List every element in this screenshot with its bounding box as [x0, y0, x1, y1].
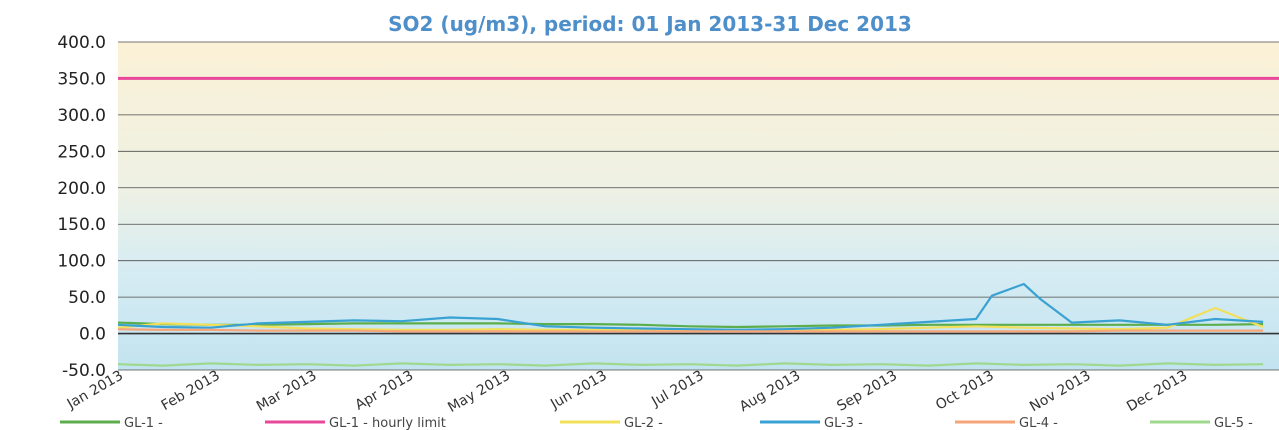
- x-tick-label: May 2013: [445, 368, 513, 416]
- y-tick-label: 50.0: [68, 288, 106, 308]
- y-tick-label: 400.0: [57, 33, 106, 53]
- y-tick-label: 350.0: [57, 69, 106, 89]
- x-tick-label: Jun 2013: [547, 368, 610, 413]
- legend: GL-1 - GL-1 - hourly limit GL-2 - GL-3 - GL-…: [60, 416, 1253, 430]
- legend-label: GL-1 -: [124, 416, 163, 430]
- x-axis-ticks: Jan 2013 Feb 2013 Mar 2013 Apr 2013 May 2013…: [64, 368, 1191, 416]
- legend-label: GL-4 -: [1019, 416, 1058, 430]
- series-line: [117, 362, 1264, 367]
- x-tick-label: Jul 2013: [648, 368, 706, 411]
- legend-label: GL-2 -: [624, 416, 663, 430]
- chart-title: SO2 (ug/m3), period: 01 Jan 2013-31 Dec …: [388, 12, 912, 36]
- series-line: [117, 321, 1264, 329]
- y-tick-label: 250.0: [57, 142, 106, 162]
- y-tick-label: 300.0: [57, 106, 106, 126]
- x-tick-label: Nov 2013: [1027, 368, 1093, 416]
- x-tick-label: Sep 2013: [834, 368, 900, 415]
- y-tick-label: 0.0: [79, 325, 106, 345]
- series-lines: [117, 76, 1279, 367]
- x-tick-label: Mar 2013: [254, 368, 320, 415]
- y-tick-label: 100.0: [57, 252, 106, 272]
- series-line: [117, 328, 1264, 333]
- legend-label: GL-3 -: [824, 416, 863, 430]
- x-tick-label: Feb 2013: [159, 368, 223, 414]
- plot-area: [118, 42, 1279, 370]
- x-tick-label: Apr 2013: [353, 368, 417, 414]
- y-tick-label: 150.0: [57, 215, 106, 235]
- y-tick-label: 200.0: [57, 179, 106, 199]
- legend-label: GL-5 -: [1214, 416, 1253, 430]
- y-axis-ticks: 400.0 350.0 300.0 250.0 200.0 150.0 100.0 50.0 0…: [57, 33, 106, 381]
- series-line: [117, 282, 1264, 331]
- x-tick-label: Aug 2013: [737, 368, 803, 416]
- x-tick-label: Oct 2013: [933, 368, 997, 414]
- legend-label: GL-1 - hourly limit: [329, 416, 446, 430]
- x-tick-label: Dec 2013: [1124, 368, 1190, 415]
- y-tick-label: -50.0: [62, 361, 106, 381]
